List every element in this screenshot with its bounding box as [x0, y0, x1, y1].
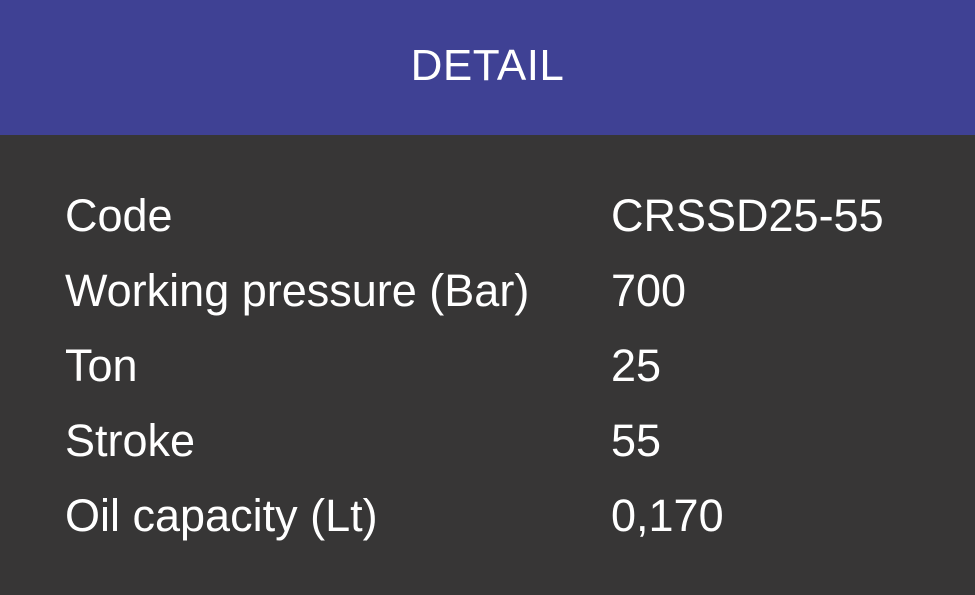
detail-label: Stroke [65, 415, 196, 466]
detail-value: 0,170 [611, 490, 724, 541]
detail-row-code: Code CRSSD25-55 [65, 188, 945, 263]
detail-label: Code [65, 190, 173, 241]
detail-label: Working pressure (Bar) [65, 265, 530, 316]
details-table: Code CRSSD25-55 Working pressure (Bar) 7… [65, 188, 945, 563]
detail-value: 25 [611, 340, 662, 391]
detail-row-ton: Ton 25 [65, 338, 945, 413]
header-title: DETAIL [410, 40, 565, 90]
detail-label: Oil capacity (Lt) [65, 490, 378, 541]
detail-header: DETAIL [0, 0, 975, 135]
detail-row-working-pressure: Working pressure (Bar) 700 [65, 263, 945, 338]
detail-row-oil-capacity: Oil capacity (Lt) 0,170 [65, 488, 945, 563]
detail-value: 55 [611, 415, 662, 466]
detail-label: Ton [65, 340, 138, 391]
detail-value: 700 [611, 265, 687, 316]
detail-value: CRSSD25-55 [611, 190, 884, 241]
detail-row-stroke: Stroke 55 [65, 413, 945, 488]
